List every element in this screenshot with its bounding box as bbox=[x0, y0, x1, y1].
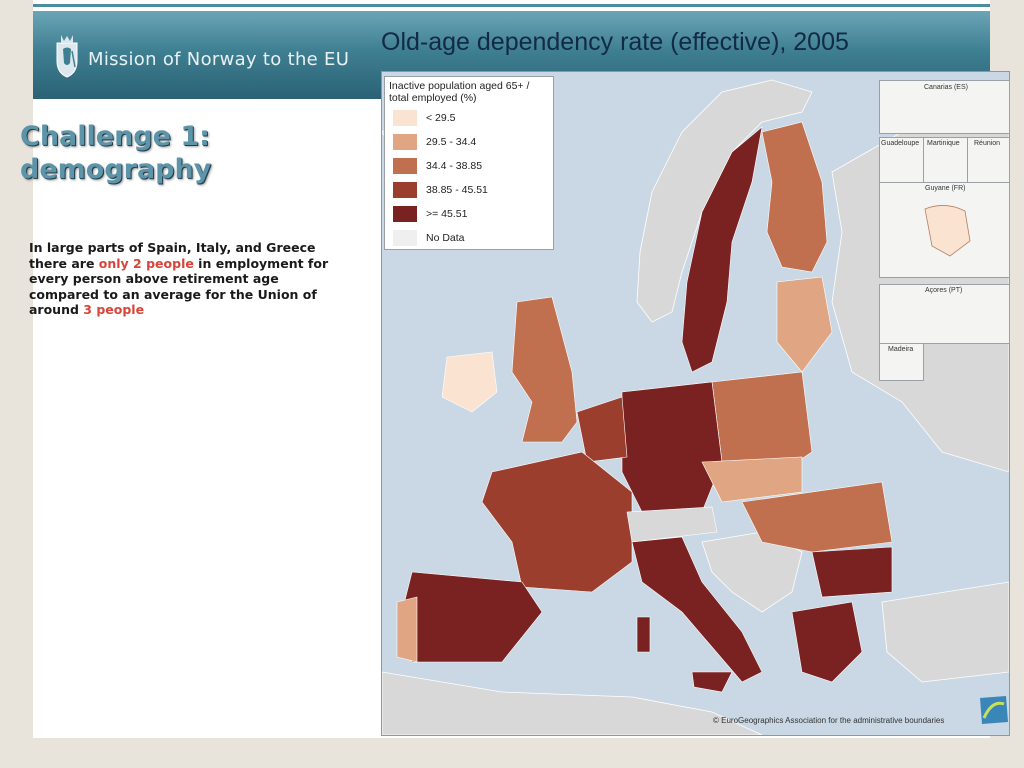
ireland-region bbox=[441, 351, 498, 413]
legend-swatch bbox=[393, 134, 417, 150]
heading-line-2: demography bbox=[20, 154, 212, 185]
uk-region bbox=[511, 296, 578, 443]
baltics-region bbox=[776, 276, 833, 373]
challenge-heading: Challenge 1: demography bbox=[20, 120, 350, 186]
inset-reunion-label: Réunion bbox=[974, 140, 1001, 147]
inset-guadeloupe-label: Guadeloupe bbox=[881, 140, 920, 147]
guyane-shape-icon bbox=[924, 205, 971, 257]
inset-martinique-label: Martinique bbox=[927, 140, 960, 147]
hungary-romania-region bbox=[741, 481, 893, 553]
greece-region bbox=[791, 601, 863, 683]
legend-label: >= 45.51 bbox=[426, 208, 468, 220]
turkey-land bbox=[881, 581, 1009, 683]
inset-canarias: Canarias (ES) bbox=[879, 80, 1010, 134]
inset-madeira: Madeira bbox=[879, 343, 924, 381]
italy-region bbox=[631, 536, 763, 683]
norway-crest-icon bbox=[56, 35, 78, 78]
organization-name: Mission of Norway to the EU bbox=[88, 49, 350, 70]
inset-acores-label: Açores (PT) bbox=[925, 287, 963, 294]
legend-label: 34.4 - 38.85 bbox=[426, 160, 483, 172]
germany-region bbox=[621, 381, 723, 513]
inset-reunion: Réunion bbox=[967, 137, 1010, 183]
legend-label: No Data bbox=[426, 232, 465, 244]
benelux-region bbox=[576, 396, 628, 463]
north-africa-land bbox=[382, 671, 763, 735]
highlight-3-people: 3 people bbox=[83, 302, 145, 317]
sicily-region bbox=[691, 671, 733, 693]
finland-region bbox=[761, 121, 828, 273]
legend-label: 38.85 - 45.51 bbox=[426, 184, 488, 196]
france-region bbox=[481, 451, 633, 593]
map-legend: Inactive population aged 65+ / total emp… bbox=[384, 76, 554, 250]
inset-martinique: Martinique bbox=[923, 137, 968, 183]
legend-label: 29.5 - 34.4 bbox=[426, 136, 477, 148]
heading-line-1: Challenge 1: bbox=[20, 121, 210, 152]
bulgaria-region bbox=[811, 546, 893, 598]
top-accent-line bbox=[33, 4, 990, 7]
sardinia-region bbox=[636, 616, 651, 653]
inset-guyane-label: Guyane (FR) bbox=[925, 185, 966, 192]
text-panel bbox=[33, 100, 381, 738]
legend-swatch bbox=[393, 110, 417, 126]
slide-title: Old-age dependency rate (effective), 200… bbox=[381, 28, 849, 56]
inset-madeira-label: Madeira bbox=[888, 346, 914, 353]
map-credit: © EuroGeographics Association for the ad… bbox=[713, 716, 945, 725]
inset-acores: Açores (PT) bbox=[879, 284, 1010, 344]
inset-canarias-label: Canarias (ES) bbox=[924, 84, 968, 91]
switzerland-austria-region bbox=[626, 506, 718, 543]
legend-label: < 29.5 bbox=[426, 112, 456, 124]
legend-swatch bbox=[393, 206, 417, 222]
portugal-region bbox=[396, 596, 418, 663]
highlight-only-2-people: only 2 people bbox=[98, 255, 194, 271]
paragraph-text-2: in employment for every person above ret… bbox=[29, 255, 329, 318]
inset-guyane: Guyane (FR) bbox=[879, 182, 1010, 278]
legend-swatch bbox=[393, 182, 417, 198]
body-paragraph: In large parts of Spain, Italy, and Gree… bbox=[29, 240, 349, 318]
inset-guadeloupe: Guadeloupe bbox=[879, 137, 924, 183]
legend-swatch bbox=[393, 230, 417, 246]
legend-swatch bbox=[393, 158, 417, 174]
paragraph-text-1: In large parts of Spain, Italy, and Gree… bbox=[29, 240, 316, 271]
sweden-region bbox=[681, 126, 763, 373]
legend-title: Inactive population aged 65+ / total emp… bbox=[389, 80, 530, 104]
espon-logo-icon bbox=[980, 696, 1008, 724]
czech-slovakia-region bbox=[701, 456, 803, 503]
